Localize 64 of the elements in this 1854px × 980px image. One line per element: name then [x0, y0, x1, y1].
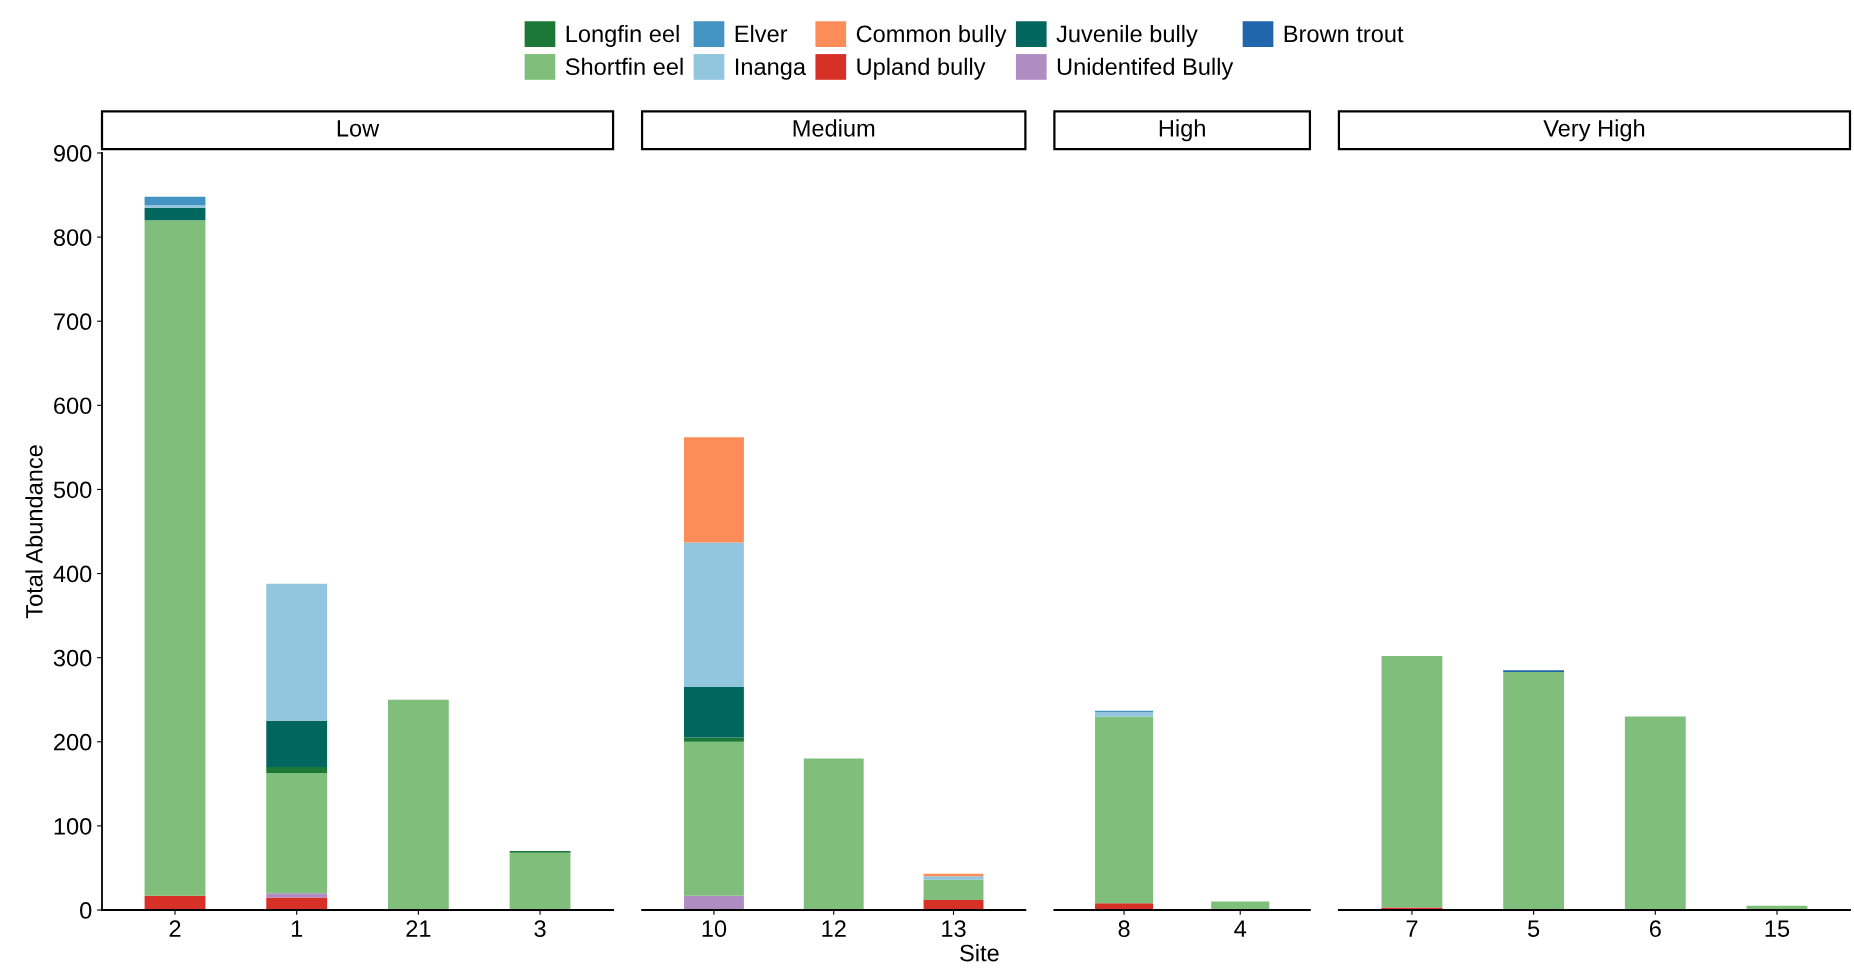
bar [1381, 655, 1443, 908]
bar [509, 852, 571, 910]
bar [803, 758, 864, 910]
bar [266, 583, 328, 721]
bar [144, 205, 206, 208]
x-tick-label: 13 [942, 920, 966, 938]
y-axis-title: Total Abundance [25, 445, 43, 619]
legend-label: Common bully [856, 24, 1007, 47]
x-tick-label: 3 [534, 920, 546, 938]
legend-label: Unidentifed Bully [1057, 57, 1234, 80]
legend-label: Shortfin eel [565, 57, 683, 76]
x-tick-label: 6 [1649, 920, 1661, 938]
y-tick-label: 100 [54, 817, 92, 835]
legend-label: Juvenile bully [1056, 24, 1198, 47]
bar [387, 699, 449, 910]
y-tick-label: 300 [53, 649, 92, 667]
bar [923, 879, 984, 900]
legend-label: Elver [735, 24, 788, 43]
bar [266, 767, 328, 773]
bar [1095, 716, 1154, 904]
bar [266, 897, 328, 910]
x-tick-label: 1 [291, 920, 303, 937]
bar [1503, 671, 1565, 910]
x-tick-label: 15 [1765, 920, 1790, 938]
bar [684, 542, 744, 688]
legend-label: Longfin eel [566, 24, 679, 47]
chart-title: Medium [793, 119, 875, 137]
bar [144, 207, 206, 221]
bar [684, 895, 744, 910]
x-tick-label: 4 [1234, 920, 1247, 937]
y-tick-label: 900 [53, 145, 92, 162]
y-tick-label: 600 [54, 397, 92, 415]
bar [1095, 712, 1154, 717]
y-tick-label: 800 [53, 229, 92, 246]
x-tick-label: 7 [1406, 920, 1418, 937]
bar [684, 737, 744, 742]
x-tick-label: 10 [702, 920, 727, 938]
legend-label: Brown trout [1284, 25, 1404, 43]
x-axis-title: Site [960, 944, 999, 962]
bar [684, 437, 744, 543]
y-tick-label: 0 [80, 902, 92, 919]
bar [266, 772, 328, 894]
y-tick-label: 700 [54, 313, 92, 331]
bar [1624, 716, 1686, 910]
x-tick-label: 8 [1118, 920, 1130, 938]
chart-title: Low [337, 120, 380, 137]
legend-label: Inanga [735, 58, 806, 80]
chart-title: Very High [1543, 119, 1645, 142]
x-tick-label: 21 [406, 920, 431, 937]
y-tick-label: 500 [53, 481, 92, 499]
bar [684, 741, 744, 896]
bar [266, 720, 328, 768]
bar [266, 893, 328, 898]
chart-title: High [1159, 119, 1205, 142]
bar [144, 196, 206, 206]
y-tick-label: 200 [54, 733, 92, 751]
legend-label: Upland bully [857, 57, 986, 80]
y-tick-label: 400 [53, 565, 92, 583]
x-tick-label: 5 [1528, 920, 1540, 938]
x-tick-label: 12 [822, 920, 846, 937]
bar [144, 895, 206, 910]
x-tick-label: 2 [169, 920, 181, 937]
bar [684, 687, 744, 738]
bar [144, 220, 206, 896]
